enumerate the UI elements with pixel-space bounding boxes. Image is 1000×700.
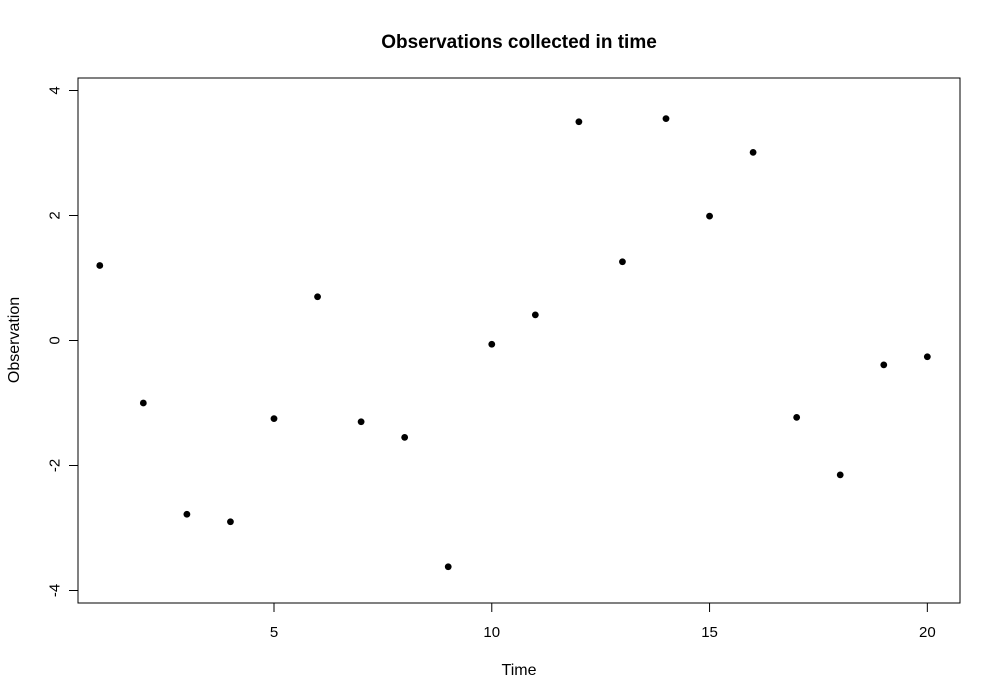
y-axis-label: Observation bbox=[6, 297, 23, 383]
y-tick-label: -2 bbox=[47, 459, 64, 472]
data-point bbox=[619, 258, 626, 266]
data-point bbox=[401, 433, 409, 441]
data-point bbox=[836, 471, 844, 479]
data-point bbox=[575, 118, 583, 126]
data-point bbox=[749, 148, 757, 156]
data-point bbox=[227, 518, 234, 526]
data-point bbox=[880, 361, 888, 369]
data-point bbox=[314, 293, 321, 301]
x-axis: 5 10 15 20 bbox=[270, 602, 936, 641]
data-point bbox=[706, 212, 713, 220]
x-tick-label: 15 bbox=[701, 624, 718, 641]
plot-frame bbox=[77, 77, 961, 604]
data-point bbox=[662, 115, 670, 123]
data-point bbox=[531, 311, 539, 319]
y-tick-label: -4 bbox=[47, 584, 64, 597]
data-points bbox=[96, 115, 931, 571]
data-point bbox=[444, 563, 452, 571]
y-tick-label: 0 bbox=[47, 336, 64, 344]
x-tick-label: 20 bbox=[919, 624, 936, 641]
data-point bbox=[139, 399, 147, 407]
chart-title: Observations collected in time bbox=[381, 32, 657, 53]
data-point bbox=[923, 353, 931, 361]
y-tick-label: 4 bbox=[47, 86, 64, 94]
y-axis: -4 -2 0 2 4 bbox=[47, 86, 79, 597]
data-point bbox=[488, 340, 496, 348]
x-tick-label: 5 bbox=[270, 624, 278, 641]
data-point bbox=[793, 413, 801, 421]
x-tick-label: 10 bbox=[483, 624, 500, 641]
data-point bbox=[183, 510, 191, 518]
data-point bbox=[357, 418, 365, 426]
data-point bbox=[270, 415, 278, 423]
y-tick-label: 2 bbox=[47, 211, 64, 219]
data-point bbox=[96, 262, 104, 269]
x-axis-label: Time bbox=[502, 662, 537, 679]
